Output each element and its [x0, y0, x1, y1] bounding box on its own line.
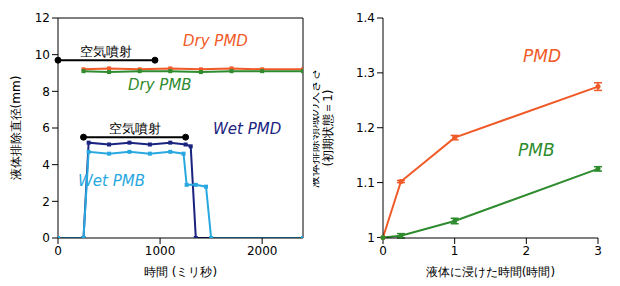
svg-text:0: 0: [54, 244, 62, 258]
svg-text:12: 12: [35, 11, 50, 25]
svg-text:2: 2: [523, 244, 531, 258]
svg-text:時間 (ミリ秒): 時間 (ミリ秒): [144, 265, 217, 278]
svg-text:空気噴射: 空気噴射: [80, 44, 132, 59]
svg-text:8: 8: [42, 85, 50, 99]
svg-text:0: 0: [379, 244, 387, 258]
svg-text:4: 4: [42, 158, 50, 172]
svg-text:2: 2: [42, 195, 50, 209]
html-text:Wet PMB: Wet PMB: [78, 172, 145, 190]
html-text:PMD: PMD: [523, 46, 561, 66]
svg-text:1: 1: [451, 244, 459, 258]
svg-text:1.3: 1.3: [356, 66, 375, 80]
svg-text:液体排除直径(mm): 液体排除直径(mm): [9, 76, 23, 181]
html-text:Dry PMD: Dry PMD: [183, 32, 248, 50]
svg-text:液体排除領域の大きさ(初期状態＝1): 液体排除領域の大きさ(初期状態＝1): [313, 68, 335, 188]
svg-text:2000: 2000: [247, 244, 278, 258]
svg-text:空気噴射: 空気噴射: [109, 121, 161, 136]
svg-text:0: 0: [42, 231, 50, 245]
html-text:PMB: PMB: [518, 140, 555, 160]
svg-text:3: 3: [594, 244, 602, 258]
html-text:Dry PMB: Dry PMB: [128, 76, 192, 94]
svg-text:1: 1: [367, 231, 375, 245]
svg-text:1.4: 1.4: [356, 11, 375, 25]
svg-text:1.2: 1.2: [356, 121, 375, 135]
html-text:Wet PMD: Wet PMD: [213, 120, 282, 138]
svg-text:10: 10: [35, 48, 50, 62]
svg-text:1000: 1000: [145, 244, 176, 258]
svg-text:液体に浸けた時間(時間): 液体に浸けた時間(時間): [426, 265, 555, 278]
svg-text:6: 6: [42, 121, 50, 135]
svg-text:1.1: 1.1: [356, 176, 375, 190]
